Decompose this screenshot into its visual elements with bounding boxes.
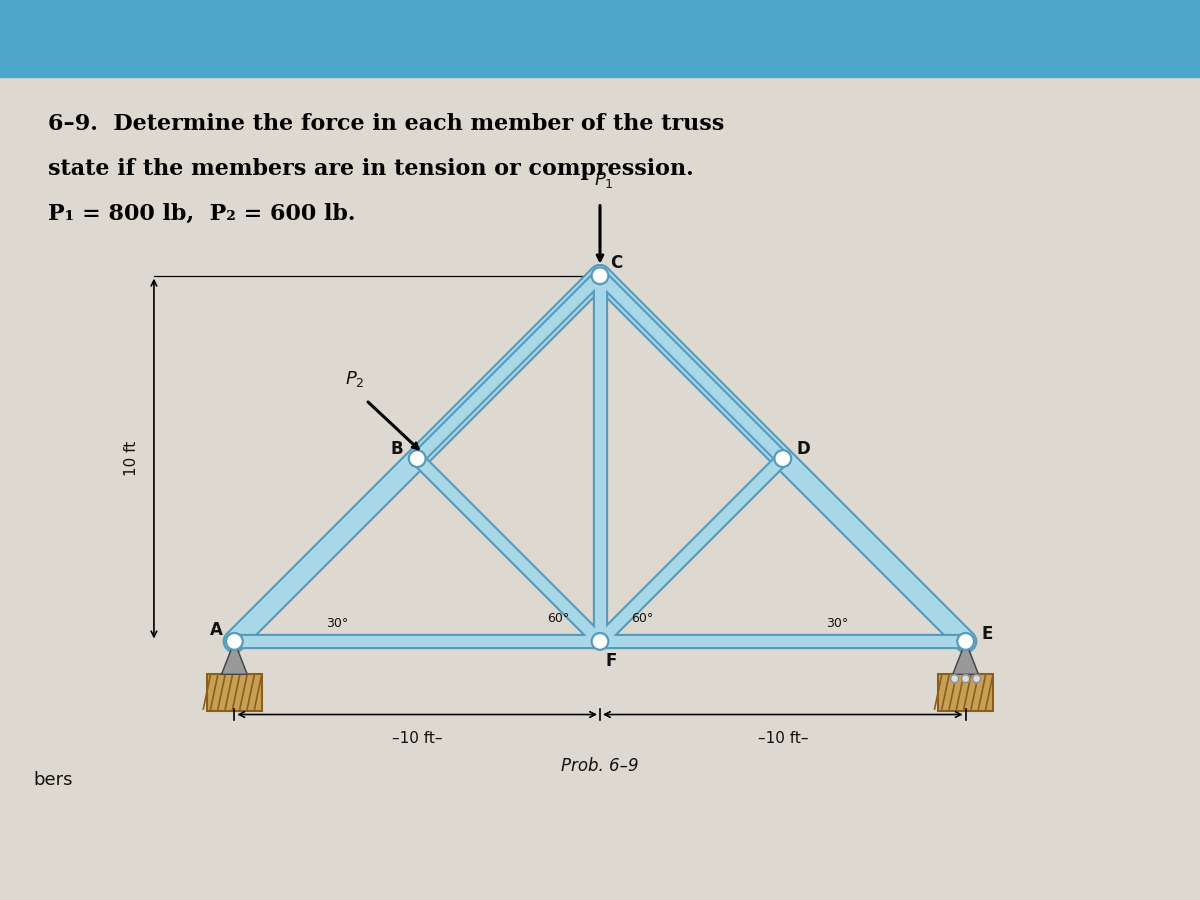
Text: D: D	[796, 440, 810, 458]
Text: 60°: 60°	[631, 612, 653, 625]
Bar	[206, 674, 262, 711]
Text: 6–9.  Determine the force in each member of the truss: 6–9. Determine the force in each member …	[48, 112, 725, 134]
Text: 60°: 60°	[547, 612, 569, 625]
Text: A: A	[210, 621, 222, 639]
Circle shape	[228, 634, 241, 648]
Text: E: E	[982, 626, 994, 644]
Text: bers: bers	[34, 771, 73, 789]
Bar	[938, 674, 994, 711]
Text: state if the members are in tension or compression.: state if the members are in tension or c…	[48, 158, 694, 179]
Polygon shape	[222, 642, 247, 674]
Circle shape	[592, 633, 608, 650]
Polygon shape	[953, 642, 978, 674]
Circle shape	[408, 450, 426, 467]
Text: Prob. 6–9: Prob. 6–9	[562, 757, 638, 775]
Text: 10 ft: 10 ft	[125, 441, 139, 476]
Circle shape	[776, 452, 790, 465]
Circle shape	[594, 634, 606, 648]
Circle shape	[774, 450, 792, 467]
Circle shape	[959, 634, 972, 648]
Circle shape	[950, 675, 959, 683]
Text: P₁ = 800 lb,  P₂ = 600 lb.: P₁ = 800 lb, P₂ = 600 lb.	[48, 202, 355, 224]
Text: 30°: 30°	[827, 617, 848, 630]
Circle shape	[592, 267, 608, 284]
Circle shape	[410, 452, 424, 465]
Circle shape	[226, 633, 244, 650]
Text: –10 ft–: –10 ft–	[392, 731, 443, 746]
Text: 30°: 30°	[325, 617, 348, 630]
Circle shape	[956, 633, 974, 650]
Circle shape	[594, 269, 606, 283]
Text: B: B	[391, 440, 403, 458]
Text: –10 ft–: –10 ft–	[757, 731, 808, 746]
Text: $P_1$: $P_1$	[594, 170, 613, 190]
Text: $P_2$: $P_2$	[346, 369, 365, 389]
Text: F: F	[605, 652, 617, 670]
Circle shape	[972, 675, 980, 683]
Text: C: C	[611, 254, 623, 272]
Circle shape	[961, 675, 970, 683]
